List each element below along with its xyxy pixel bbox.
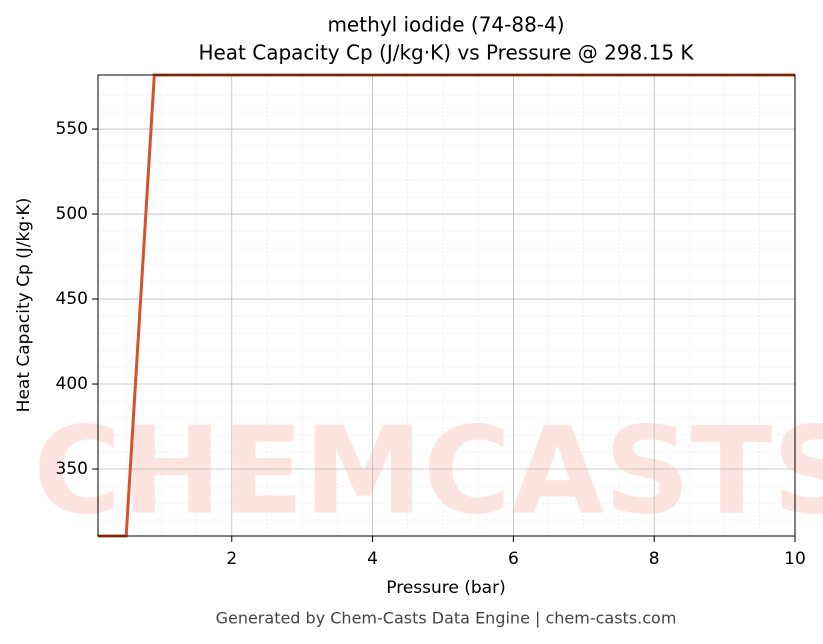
watermark: CHEMCASTS	[33, 403, 823, 542]
y-tick-label: 350	[56, 459, 88, 479]
y-tick-label: 500	[56, 204, 88, 224]
footer: Generated by Chem-Casts Data Engine | ch…	[216, 609, 677, 628]
x-tick-label: 6	[508, 549, 519, 569]
chart-title: methyl iodide (74-88-4)	[327, 13, 564, 37]
x-tick-label: 2	[226, 549, 237, 569]
y-tick-label: 450	[56, 289, 88, 309]
x-axis-label: Pressure (bar)	[386, 578, 505, 598]
x-tick-label: 4	[367, 549, 378, 569]
y-tick-label: 550	[56, 119, 88, 139]
x-tick-label: 8	[649, 549, 660, 569]
y-tick-label: 400	[56, 374, 88, 394]
chart-subtitle: Heat Capacity Cp (J/kg·K) vs Pressure @ …	[198, 41, 694, 65]
plot-frame	[97, 74, 796, 537]
x-tick-label: 10	[784, 549, 806, 569]
y-axis-label: Heat Capacity Cp (J/kg·K)	[14, 198, 34, 413]
